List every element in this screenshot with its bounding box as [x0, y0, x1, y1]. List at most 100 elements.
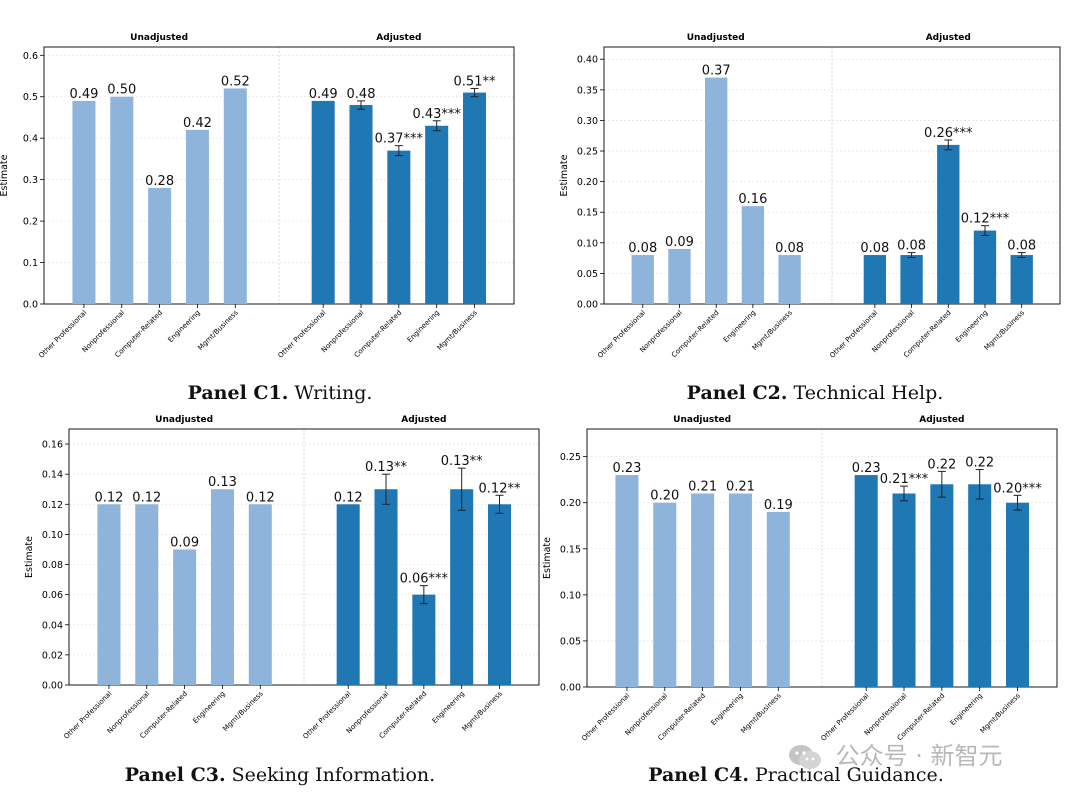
x-tick-label: Mgmt/Business — [751, 309, 795, 353]
bar-unadjusted — [248, 504, 272, 685]
bar-unadjusted — [705, 77, 728, 304]
y-tick-label: 0.16 — [42, 440, 63, 451]
y-tick-label: 0.00 — [560, 683, 581, 694]
y-tick-label: 0.1 — [23, 258, 38, 269]
bar-unadjusted — [615, 475, 639, 687]
panel-c2: 0.00 0.05 0.10 0.15 0.20 0.25 0.30 0.35 0.40 Unad… — [540, 0, 1080, 400]
x-tick-label: Engineering — [949, 692, 984, 727]
data-label: 0.13** — [365, 460, 407, 475]
panel-c2-title: Technical Help. — [793, 382, 944, 404]
y-tick-label: 0.4 — [23, 134, 38, 145]
bar-adjusted — [1006, 502, 1030, 687]
data-label: 0.26*** — [924, 126, 973, 141]
y-tick-label: 0.2 — [23, 217, 38, 228]
bar-unadjusted — [185, 129, 209, 304]
bar-unadjusted — [173, 549, 197, 685]
y-tick-label: 0.5 — [23, 92, 38, 103]
watermark: 公众号 · 新智元 — [788, 736, 1003, 771]
bar-unadjusted — [110, 96, 134, 304]
data-label: 0.43*** — [412, 107, 461, 122]
bar-adjusted — [349, 105, 373, 304]
data-label: 0.28 — [145, 174, 174, 189]
data-label: 0.13 — [208, 475, 237, 490]
y-tick-label: 0.08 — [42, 560, 63, 571]
data-label: 0.12 — [132, 490, 161, 505]
data-label: 0.51** — [454, 74, 496, 89]
group-title-adjusted: Adjusted — [919, 415, 964, 425]
y-tick-label: 0.12 — [42, 500, 63, 511]
bar-adjusted — [900, 255, 923, 304]
wechat-logo-icon — [789, 745, 821, 769]
y-tick-label: 0.14 — [42, 470, 63, 481]
bar-adjusted — [968, 484, 992, 687]
bar-adjusted — [863, 255, 887, 304]
x-tick-label: Engineering — [722, 309, 757, 344]
y-tick-label: 0.10 — [42, 530, 63, 541]
panel-c1-label: Panel C1. — [187, 382, 289, 404]
group-title-unadjusted: Unadjusted — [155, 415, 213, 425]
chart-technical-help: 0.00 0.05 0.10 0.15 0.20 0.25 0.30 0.35 0.40 Unad… — [559, 33, 1061, 360]
y-tick-label: 0.20 — [577, 177, 598, 188]
y-axis-label: Estimate — [24, 536, 35, 578]
chart-practical-guidance: 0.00 0.05 0.10 0.15 0.20 0.25 Unadjusted Adjust… — [542, 415, 1058, 743]
y-tick-label: 0.10 — [577, 238, 598, 249]
bar-unadjusted — [210, 489, 234, 685]
panel-c3: 0.00 0.02 0.04 0.06 0.08 0.10 0.12 0.14 0.16 Unad… — [0, 400, 540, 799]
panel-c4: 0.00 0.05 0.10 0.15 0.20 0.25 Unadjusted Adjust… — [540, 400, 1080, 799]
bar-unadjusted — [631, 255, 654, 304]
y-tick-label: 0.00 — [577, 300, 598, 311]
data-label: 0.08 — [1007, 239, 1036, 254]
x-tick-label: Other Professional — [37, 309, 88, 360]
y-tick-label: 0.25 — [577, 147, 598, 158]
data-label: 0.12 — [246, 490, 275, 505]
y-tick-label: 0.05 — [560, 636, 581, 647]
y-tick-label: 0.15 — [577, 208, 598, 219]
panel-c3-label: Panel C3. — [124, 764, 226, 786]
bar-unadjusted — [72, 100, 96, 304]
x-tick-label: Mgmt/Business — [739, 692, 783, 736]
y-tick-label: 0.30 — [577, 116, 598, 127]
bar-adjusted — [892, 493, 916, 687]
x-tick-label: Other Professional — [302, 690, 353, 741]
bar-unadjusted — [728, 493, 752, 687]
data-label: 0.12 — [94, 490, 123, 505]
data-label: 0.06*** — [400, 572, 449, 587]
watermark-text: 公众号 · 新智元 — [835, 742, 1003, 770]
group-title-adjusted: Adjusted — [376, 33, 421, 43]
y-tick-label: 0.15 — [560, 544, 581, 555]
group-title-unadjusted: Unadjusted — [130, 33, 188, 43]
plot-frame — [586, 428, 1058, 688]
bar-unadjusted — [653, 502, 677, 687]
y-tick-label: 0.25 — [560, 452, 581, 463]
chart-seeking-information: 0.00 0.02 0.04 0.06 0.08 0.10 0.12 0.14 0.16 Unad… — [24, 415, 540, 741]
data-label: 0.49 — [309, 87, 338, 102]
panel-c4-title: Practical Guidance. — [755, 764, 944, 786]
x-tick-label: Engineering — [167, 309, 202, 344]
data-label: 0.23 — [612, 461, 641, 476]
data-label: 0.08 — [775, 241, 804, 256]
bar-adjusted — [973, 230, 997, 304]
x-tick-label: Other Professional — [277, 309, 328, 360]
bar-unadjusted — [778, 255, 801, 304]
data-label: 0.22 — [927, 457, 956, 472]
x-tick-label: Other Professional — [62, 690, 113, 741]
y-axis-label: Estimate — [542, 537, 553, 579]
panel-c1-title: Writing. — [294, 382, 373, 404]
y-tick-label: 0.3 — [23, 175, 38, 186]
y-tick-label: 0.6 — [23, 51, 38, 62]
y-tick-label: 0.00 — [42, 681, 63, 692]
data-label: 0.12*** — [961, 212, 1010, 227]
bar-unadjusted — [148, 187, 172, 304]
chart-writing: 0.0 0.1 0.2 0.3 0.4 0.5 0.6 Unadjusted Adjusted E… — [0, 33, 515, 360]
data-label: 0.42 — [183, 116, 212, 131]
x-tick-label: Mgmt/Business — [196, 309, 240, 353]
plot-frame — [43, 46, 515, 305]
y-tick-label: 0.02 — [42, 650, 63, 661]
data-label: 0.50 — [107, 83, 136, 98]
bar-unadjusted — [223, 88, 247, 304]
group-title-adjusted: Adjusted — [401, 415, 446, 425]
data-label: 0.37*** — [375, 132, 424, 147]
x-tick-label: Mgmt/Business — [983, 309, 1027, 353]
bar-adjusted — [387, 150, 411, 304]
x-tick-label: Engineering — [710, 692, 745, 727]
